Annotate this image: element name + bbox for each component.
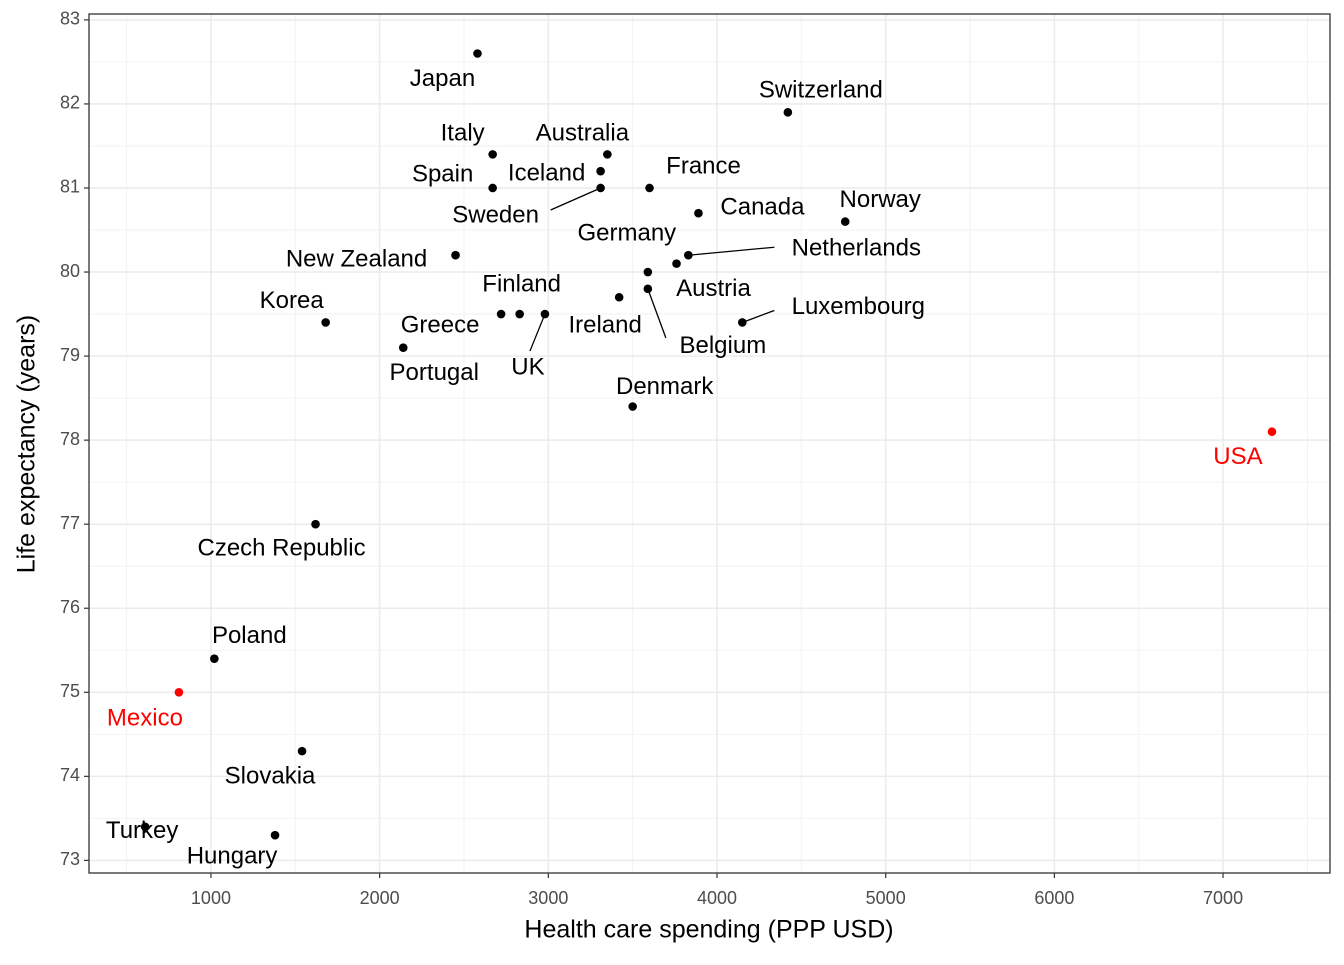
point-label: Switzerland xyxy=(759,77,883,104)
point xyxy=(628,402,637,411)
x-axis-title: Health care spending (PPP USD) xyxy=(524,916,893,944)
point xyxy=(1267,427,1277,437)
point xyxy=(321,318,330,327)
point-label: Luxembourg xyxy=(792,293,925,320)
x-tick-label: 6000 xyxy=(1034,888,1074,908)
label-connector xyxy=(529,313,546,352)
point xyxy=(840,217,850,226)
y-tick-label: 77 xyxy=(60,513,80,533)
point-label: USA xyxy=(1213,443,1262,470)
point-label: UK xyxy=(511,353,544,380)
y-tick-label: 83 xyxy=(60,9,80,29)
x-tick-label: 1000 xyxy=(191,888,231,908)
point xyxy=(451,250,460,260)
x-tick-label: 2000 xyxy=(360,888,400,908)
label-connector xyxy=(742,309,775,324)
y-tick-label: 78 xyxy=(60,429,80,449)
point-label: Portugal xyxy=(390,359,479,386)
point xyxy=(603,150,612,159)
y-tick-label: 76 xyxy=(60,597,80,617)
point xyxy=(540,309,550,319)
y-tick-label: 79 xyxy=(60,345,80,365)
point xyxy=(684,250,693,260)
point xyxy=(672,259,681,268)
point-label: Netherlands xyxy=(792,235,921,262)
point xyxy=(488,183,497,193)
point-label: Canada xyxy=(720,194,805,221)
point-label: Germany xyxy=(577,219,676,246)
y-tick-label: 74 xyxy=(60,765,80,785)
point xyxy=(398,343,408,352)
panel-border xyxy=(88,13,1331,874)
point xyxy=(643,267,653,277)
label-connector xyxy=(647,288,667,339)
y-tick-label: 80 xyxy=(60,261,80,281)
point xyxy=(596,166,605,176)
x-tick-label: 4000 xyxy=(697,888,737,908)
point xyxy=(140,822,150,832)
point xyxy=(645,183,654,193)
point xyxy=(210,654,219,663)
point-label: Finland xyxy=(482,270,561,297)
point-label: Japan xyxy=(410,65,475,92)
point-label: Slovakia xyxy=(225,762,316,789)
y-tick-label: 73 xyxy=(60,849,80,869)
point-label: Norway xyxy=(840,186,921,213)
point-label: New Zealand xyxy=(286,246,427,273)
point xyxy=(174,687,184,697)
point-label: Poland xyxy=(212,622,287,649)
point xyxy=(515,309,524,319)
point xyxy=(738,318,747,327)
point-label: Hungary xyxy=(187,843,278,870)
y-axis-title: Life expectancy (years) xyxy=(13,315,41,573)
y-tick-label: 82 xyxy=(60,93,80,113)
point-label: Czech Republic xyxy=(197,535,365,562)
point xyxy=(643,284,653,294)
point-label: Mexico xyxy=(107,705,183,732)
point xyxy=(614,292,624,302)
point xyxy=(270,830,280,840)
point-label: Spain xyxy=(412,160,473,187)
label-connector xyxy=(550,187,601,211)
point-label: Greece xyxy=(401,311,480,338)
y-tick-label: 75 xyxy=(60,681,80,701)
x-tick-label: 5000 xyxy=(866,888,906,908)
label-connector xyxy=(688,246,775,256)
point-label: Turkey xyxy=(106,817,178,844)
point-label: Belgium xyxy=(679,332,766,359)
point-label: Sweden xyxy=(452,201,539,228)
x-tick-label: 3000 xyxy=(528,888,568,908)
point-label: Ireland xyxy=(568,312,641,339)
point-label: Austria xyxy=(676,275,751,302)
point xyxy=(473,49,482,58)
y-tick-label: 81 xyxy=(60,177,80,197)
x-tick-label: 7000 xyxy=(1203,888,1243,908)
point xyxy=(297,746,307,756)
point-label: Italy xyxy=(441,120,485,147)
point-label: Denmark xyxy=(616,373,714,400)
point-label: Australia xyxy=(536,120,630,147)
point-label: Iceland xyxy=(508,160,585,187)
point-label: Korea xyxy=(260,287,325,314)
point xyxy=(496,309,506,319)
point xyxy=(783,108,793,117)
point xyxy=(694,208,703,218)
point xyxy=(596,183,605,193)
point-label: France xyxy=(666,152,741,179)
point xyxy=(488,150,497,159)
point xyxy=(311,519,320,529)
